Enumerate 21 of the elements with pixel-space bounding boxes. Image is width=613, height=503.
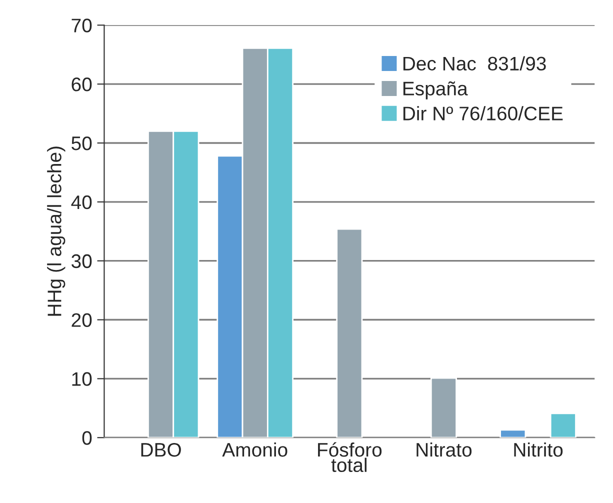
bar — [500, 429, 526, 438]
y-tick-label: 50 — [72, 136, 92, 150]
legend-label: Dir Nº 76/160/CEE — [403, 106, 563, 120]
y-tick-label: 20 — [72, 313, 92, 327]
y-tick-label: 10 — [72, 372, 92, 386]
y-tick-label: 30 — [72, 254, 92, 268]
y-tick-label: 0 — [82, 431, 92, 445]
bar — [430, 377, 457, 438]
y-axis-title: HHg (l agua/l leche) — [47, 146, 66, 316]
x-tick-label: Nitrato — [416, 442, 472, 457]
legend-label: Dec Nac 831/93 — [403, 56, 546, 71]
x-tick-label: Fósforo total — [318, 442, 382, 472]
y-tick-label: 60 — [72, 78, 92, 92]
y-tick-label: 40 — [71, 195, 92, 210]
bar — [550, 412, 576, 438]
y-tick-label: 70 — [72, 18, 92, 32]
x-tick-label: Nitrito — [514, 442, 563, 457]
x-tick-label: Amonio — [222, 442, 288, 457]
x-tick-label: DBO — [141, 442, 181, 457]
legend-label: España — [403, 81, 468, 100]
bar — [336, 228, 363, 438]
